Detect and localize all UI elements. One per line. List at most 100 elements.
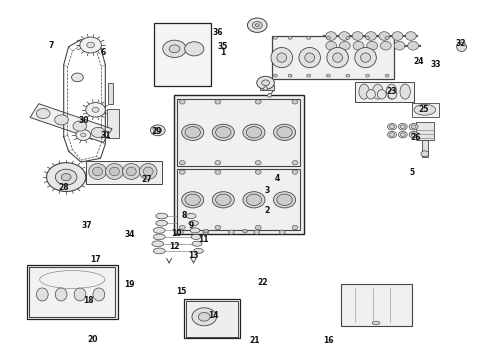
Ellipse shape	[299, 48, 320, 68]
Circle shape	[255, 225, 261, 230]
Ellipse shape	[268, 94, 271, 97]
Ellipse shape	[93, 288, 105, 301]
Circle shape	[390, 125, 394, 129]
Ellipse shape	[93, 167, 102, 176]
Ellipse shape	[36, 109, 50, 119]
Ellipse shape	[379, 32, 390, 40]
Ellipse shape	[194, 248, 203, 253]
Circle shape	[388, 131, 396, 138]
Circle shape	[55, 169, 77, 185]
Text: 35: 35	[218, 42, 228, 51]
Ellipse shape	[110, 167, 120, 176]
Circle shape	[182, 124, 204, 140]
Ellipse shape	[192, 241, 202, 246]
Ellipse shape	[333, 53, 343, 62]
Ellipse shape	[139, 163, 157, 179]
Bar	[272, 36, 394, 79]
Bar	[355, 82, 414, 102]
Text: 34: 34	[124, 230, 135, 239]
Ellipse shape	[153, 228, 165, 233]
Text: 27: 27	[142, 175, 152, 184]
Circle shape	[215, 100, 220, 104]
Circle shape	[61, 174, 71, 181]
Circle shape	[292, 170, 298, 174]
Ellipse shape	[327, 48, 348, 68]
Ellipse shape	[126, 167, 136, 176]
Circle shape	[273, 192, 295, 208]
Circle shape	[243, 229, 247, 233]
Text: 2: 2	[265, 206, 270, 215]
Ellipse shape	[153, 234, 165, 240]
Ellipse shape	[414, 104, 436, 115]
Circle shape	[192, 308, 217, 326]
Text: 20: 20	[88, 335, 98, 343]
Circle shape	[177, 230, 183, 234]
Circle shape	[252, 22, 262, 29]
Circle shape	[86, 103, 105, 117]
Ellipse shape	[91, 127, 105, 138]
Circle shape	[169, 45, 180, 53]
Circle shape	[216, 194, 231, 206]
Circle shape	[246, 127, 262, 138]
Ellipse shape	[339, 32, 350, 40]
Text: 13: 13	[188, 251, 199, 260]
Circle shape	[80, 37, 101, 53]
Circle shape	[346, 74, 350, 77]
Text: 1: 1	[220, 48, 225, 57]
Circle shape	[203, 229, 208, 233]
Circle shape	[255, 161, 261, 165]
Bar	[184, 299, 240, 338]
Circle shape	[185, 127, 200, 138]
Circle shape	[243, 192, 265, 208]
Circle shape	[179, 161, 185, 165]
Circle shape	[215, 161, 220, 165]
Bar	[27, 265, 118, 319]
Circle shape	[385, 74, 389, 77]
Ellipse shape	[277, 53, 287, 62]
Circle shape	[366, 36, 369, 39]
Ellipse shape	[400, 84, 410, 99]
Circle shape	[179, 100, 185, 104]
Ellipse shape	[191, 234, 201, 239]
Text: 26: 26	[410, 133, 421, 142]
Circle shape	[277, 127, 293, 138]
Text: 14: 14	[208, 310, 219, 320]
Bar	[86, 161, 162, 184]
Circle shape	[398, 123, 407, 130]
Text: 22: 22	[257, 278, 268, 287]
Text: 29: 29	[151, 127, 162, 136]
Text: 33: 33	[431, 60, 441, 69]
Bar	[29, 267, 115, 317]
Circle shape	[76, 130, 91, 140]
Circle shape	[182, 192, 204, 208]
Circle shape	[273, 124, 295, 140]
Text: 18: 18	[83, 296, 94, 305]
Ellipse shape	[74, 288, 86, 301]
Text: 4: 4	[274, 174, 279, 183]
Bar	[416, 122, 434, 140]
Circle shape	[72, 73, 83, 82]
Bar	[107, 109, 119, 138]
Circle shape	[292, 161, 298, 165]
Circle shape	[262, 80, 270, 86]
Text: 31: 31	[100, 130, 111, 139]
Text: 10: 10	[171, 230, 182, 239]
Ellipse shape	[186, 213, 196, 219]
Circle shape	[390, 133, 394, 136]
Circle shape	[411, 125, 416, 129]
Ellipse shape	[355, 48, 376, 68]
Circle shape	[346, 36, 350, 39]
Circle shape	[185, 194, 200, 206]
Circle shape	[203, 230, 209, 234]
Circle shape	[92, 107, 99, 112]
Ellipse shape	[152, 241, 164, 247]
Bar	[260, 85, 274, 90]
Circle shape	[292, 225, 298, 230]
Text: 21: 21	[249, 336, 260, 345]
Ellipse shape	[366, 32, 376, 40]
Circle shape	[215, 225, 220, 230]
Circle shape	[326, 36, 330, 39]
Bar	[177, 169, 300, 230]
Ellipse shape	[264, 87, 268, 90]
Ellipse shape	[122, 163, 140, 179]
